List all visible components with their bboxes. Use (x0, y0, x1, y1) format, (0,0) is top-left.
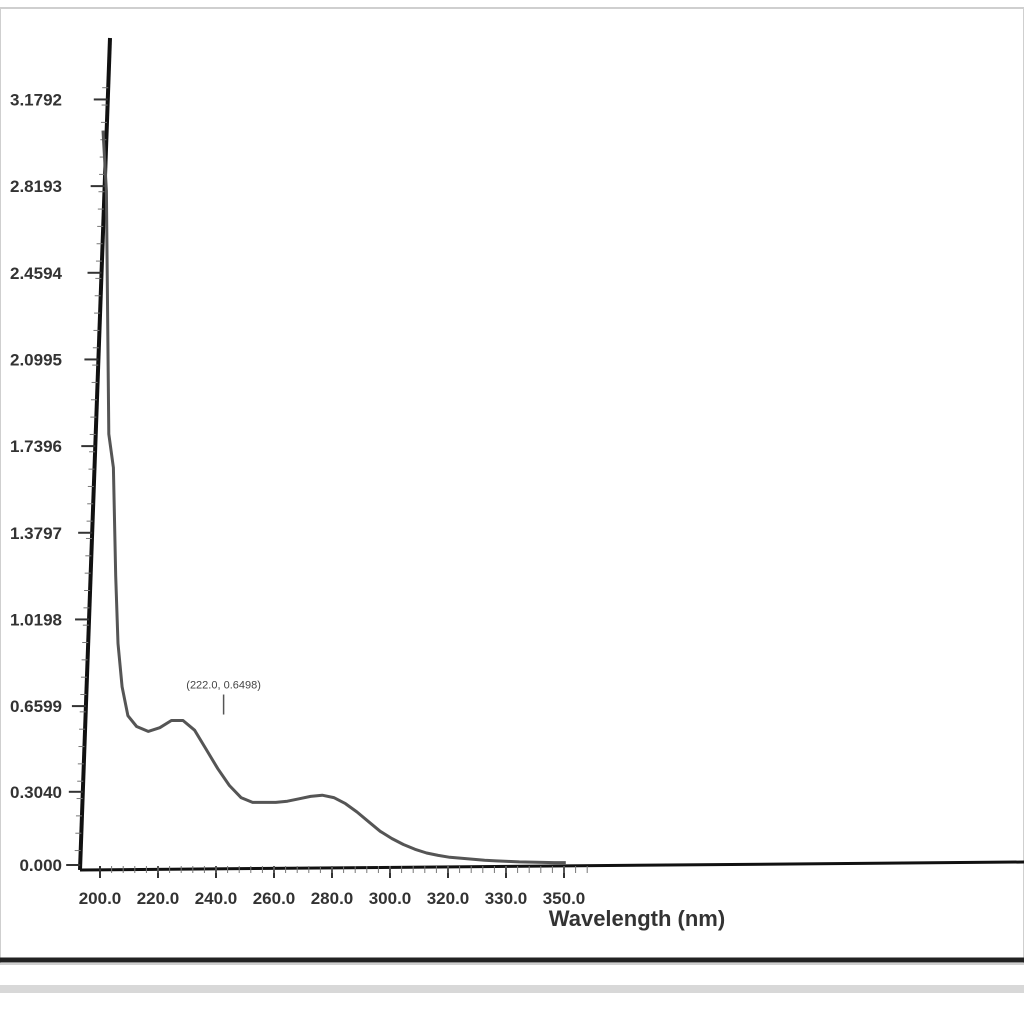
y-tick-label: 1.3797 (10, 524, 62, 543)
peak-annotation-label: (222.0, 0.6498) (186, 680, 261, 692)
y-tick-label: 1.0198 (10, 610, 62, 629)
x-tick-label: 300.0 (369, 889, 412, 908)
y-tick-label: 2.0995 (10, 350, 62, 369)
y-tick-label: 0.3040 (10, 783, 62, 802)
annotation-group: (222.0, 0.6498) (186, 680, 261, 715)
y-ticks: 0.000 0.3040 0.6599 1.0198 1.3797 1.7396 2.099… (10, 87, 109, 875)
x-tick-label: 280.0 (311, 889, 354, 908)
x-ticks: 200.0 220.0 240.0 260.0 280.0 300.0 320.0 330.0… (79, 866, 588, 908)
y-tick-label: 1.7396 (10, 437, 62, 456)
y-tick-label: 0.6599 (10, 697, 62, 716)
x-tick-label: 330.0 (485, 889, 528, 908)
y-tick-label: 2.8193 (10, 177, 62, 196)
axes (78, 37, 1024, 872)
x-axis-title: Wavelength (nm) (549, 906, 725, 931)
x-tick-label: 260.0 (253, 889, 296, 908)
y-tick-label: 3.1792 (10, 90, 62, 109)
series-line (101, 130, 566, 865)
chart-frame-border (0, 7, 1024, 965)
series-group (101, 130, 566, 865)
chart-shadow (0, 985, 1024, 993)
x-tick-label: 200.0 (79, 889, 122, 908)
y-tick-label: 2.4594 (10, 264, 63, 283)
x-tick-label: 240.0 (195, 889, 238, 908)
x-tick-label: 320.0 (427, 889, 470, 908)
x-tick-label: 350.0 (543, 889, 586, 908)
x-tick-label: 220.0 (137, 889, 180, 908)
y-tick-label: 0.000 (19, 856, 62, 875)
